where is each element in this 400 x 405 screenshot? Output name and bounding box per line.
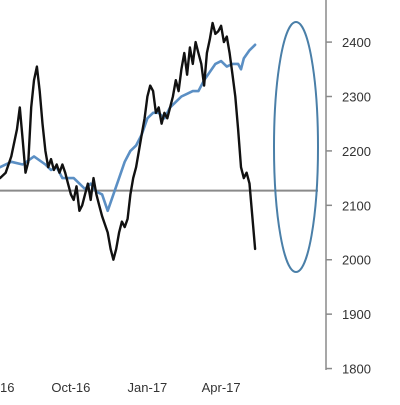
- series-layer: [0, 21, 257, 261]
- series-line-black: [0, 21, 257, 261]
- y-tick-label: 1800: [342, 362, 371, 377]
- x-tick-label: 16: [0, 380, 14, 395]
- highlight-ellipse: [273, 21, 319, 273]
- x-tick-label: Apr-17: [202, 380, 241, 395]
- x-tick-label: Jan-17: [128, 380, 168, 395]
- annotation-layer: [273, 21, 319, 273]
- y-tick-label: 2300: [342, 90, 371, 105]
- y-tick-label: 2100: [342, 198, 371, 213]
- y-tick-label: 2200: [342, 144, 371, 159]
- tick-label-layer: 1800 1900 2000 2100 2200 2300 2400 16 Oct-16 Jan-…: [0, 35, 371, 395]
- y-tick-label: 2400: [342, 35, 371, 50]
- x-tick-label: Oct-16: [51, 380, 90, 395]
- y-tick-label: 1900: [342, 307, 371, 322]
- y-tick-label: 2000: [342, 253, 371, 268]
- axis-layer: [325, 0, 332, 370]
